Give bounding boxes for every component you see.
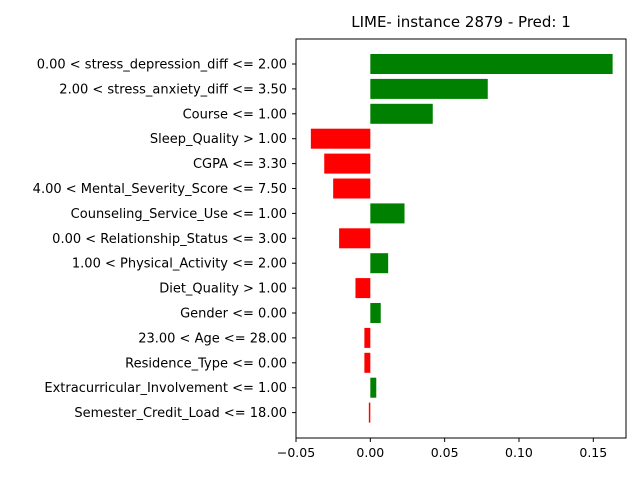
bar-5 (333, 178, 371, 199)
bar-11 (364, 327, 371, 348)
bar-7 (339, 228, 371, 249)
category-label-2: Course <= 1.00 (183, 107, 287, 122)
bar-14 (368, 402, 371, 423)
category-label-9: Diet_Quality > 1.00 (159, 282, 287, 297)
category-label-10: Gender <= 0.00 (180, 307, 287, 322)
category-label-0: 0.00 < stress_depression_diff <= 2.00 (37, 58, 287, 73)
bars-group (310, 54, 613, 423)
category-label-5: 4.00 < Mental_Severity_Score <= 7.50 (33, 182, 287, 197)
category-label-8: 1.00 < Physical_Activity <= 2.00 (72, 257, 287, 272)
category-label-13: Extracurricular_Involvement <= 1.00 (44, 381, 287, 396)
bar-9 (355, 278, 371, 299)
bar-10 (370, 303, 381, 323)
category-label-14: Semester_Credit_Load <= 18.00 (74, 406, 287, 421)
bar-8 (370, 253, 389, 274)
category-label-12: Residence_Type <= 0.00 (125, 356, 287, 371)
x-tick-label-3: 0.10 (505, 445, 533, 460)
chart-title: LIME- instance 2879 - Pred: 1 (351, 13, 571, 31)
category-labels: 0.00 < stress_depression_diff <= 2.00 2.0… (33, 58, 296, 421)
bar-12 (364, 352, 371, 373)
category-label-11: 23.00 < Age <= 28.00 (138, 331, 287, 346)
bar-6 (370, 203, 405, 224)
bar-4 (324, 153, 371, 174)
x-axis: −0.05 0.00 0.05 0.10 0.15 (277, 438, 607, 460)
category-label-1: 2.00 < stress_anxiety_diff <= 3.50 (59, 82, 287, 97)
x-tick-label-4: 0.15 (579, 445, 607, 460)
category-label-6: Counseling_Service_Use <= 1.00 (71, 207, 287, 222)
category-label-3: Sleep_Quality > 1.00 (150, 132, 287, 147)
bar-3 (310, 128, 371, 149)
x-tick-label-2: 0.05 (431, 445, 459, 460)
category-label-7: 0.00 < Relationship_Status <= 3.00 (52, 232, 287, 247)
x-tick-label-0: −0.05 (277, 445, 315, 460)
bar-1 (370, 78, 488, 99)
x-tick-label-1: 0.00 (356, 445, 384, 460)
bar-0 (370, 54, 613, 74)
category-label-4: CGPA <= 3.30 (193, 157, 287, 172)
bar-13 (370, 377, 377, 398)
bar-2 (370, 103, 433, 124)
plot-frame (295, 38, 627, 439)
